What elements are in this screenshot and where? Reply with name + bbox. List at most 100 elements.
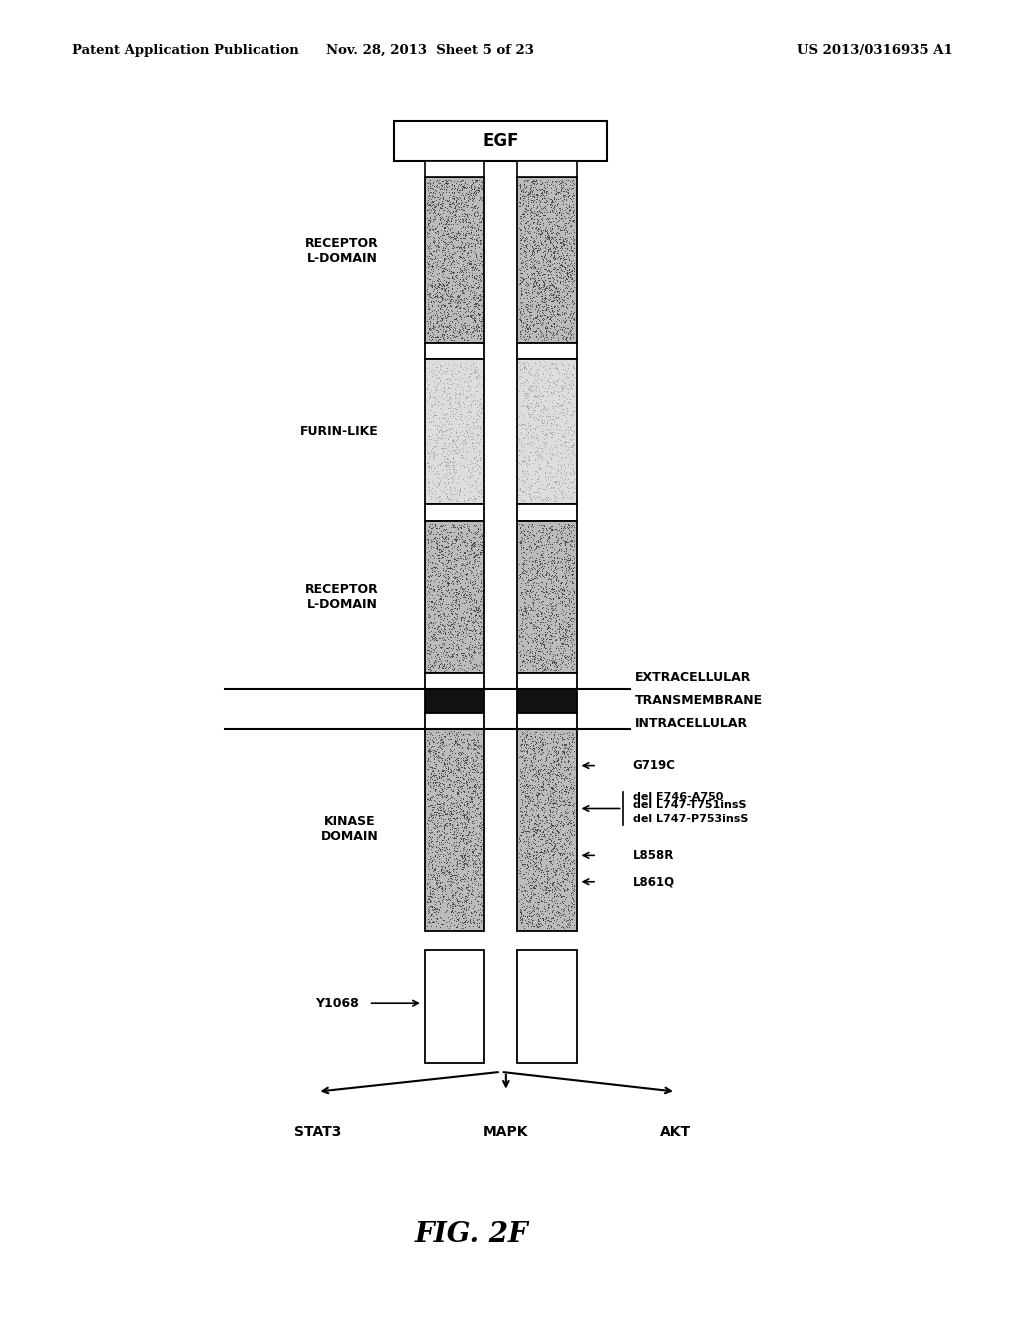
Point [553, 281, 569, 302]
Point [537, 825, 553, 846]
Point [556, 308, 572, 329]
Point [419, 389, 435, 411]
Point [420, 298, 436, 319]
Point [544, 647, 560, 668]
Bar [425, 689, 484, 713]
Point [561, 523, 578, 544]
Point [565, 355, 582, 376]
Point [440, 411, 457, 432]
Point [456, 297, 472, 318]
Point [566, 853, 583, 874]
Point [525, 209, 542, 230]
Point [454, 433, 470, 454]
Point [529, 272, 546, 293]
Point [549, 314, 565, 335]
Point [450, 569, 466, 590]
Point [526, 251, 543, 272]
Point [548, 581, 564, 602]
Point [532, 277, 549, 298]
Point [549, 240, 565, 261]
Point [457, 322, 473, 343]
Point [546, 256, 562, 277]
Point [432, 628, 449, 649]
Point [432, 292, 449, 313]
Point [456, 288, 472, 309]
Point [423, 638, 439, 659]
Point [432, 370, 449, 391]
Point [421, 733, 437, 754]
Point [545, 762, 561, 783]
Point [553, 527, 569, 548]
Point [525, 273, 542, 294]
Point [460, 855, 476, 876]
Point [545, 645, 561, 667]
Point [422, 185, 438, 206]
Point [535, 246, 551, 267]
Point [511, 183, 527, 205]
Point [530, 294, 547, 315]
Point [561, 248, 578, 269]
Point [440, 408, 457, 429]
Point [512, 585, 528, 606]
Point [557, 420, 573, 441]
Point [529, 820, 546, 841]
Point [464, 655, 480, 676]
Point [519, 395, 536, 416]
Point [550, 181, 566, 202]
Point [464, 436, 480, 457]
Point [443, 451, 460, 473]
Point [536, 197, 552, 218]
Point [421, 738, 437, 759]
Point [458, 751, 474, 772]
Point [472, 788, 488, 809]
Point [435, 380, 452, 401]
Point [563, 404, 580, 425]
Point [446, 532, 463, 553]
Point [469, 228, 485, 249]
Point [435, 294, 452, 315]
Point [536, 821, 552, 842]
Point [524, 915, 541, 936]
Point [466, 216, 482, 238]
Point [512, 177, 528, 198]
Point [446, 292, 463, 313]
Point [455, 830, 471, 851]
Point [423, 886, 439, 907]
Point [438, 822, 455, 843]
Point [458, 817, 474, 838]
Point [554, 734, 570, 755]
Point [470, 865, 486, 886]
Point [525, 870, 542, 891]
Point [465, 536, 481, 557]
Point [458, 622, 474, 643]
Point [529, 894, 546, 915]
Point [540, 187, 556, 209]
Point [535, 631, 551, 652]
Point [460, 183, 476, 205]
Point [472, 576, 488, 597]
Point [450, 890, 466, 911]
Point [520, 317, 537, 338]
Point [527, 642, 544, 663]
Point [428, 537, 444, 558]
Point [522, 755, 539, 776]
Point [529, 469, 546, 490]
Point [519, 858, 536, 879]
Point [444, 407, 461, 428]
Point [439, 870, 456, 891]
Point [435, 737, 452, 758]
Point [430, 615, 446, 636]
Point [456, 845, 472, 866]
Point [423, 441, 439, 462]
Point [514, 235, 530, 256]
Point [441, 770, 458, 791]
Point [445, 795, 462, 816]
Point [544, 793, 560, 814]
Point [456, 513, 472, 535]
Point [556, 562, 572, 583]
Point [528, 375, 545, 396]
Point [452, 391, 468, 412]
Point [432, 609, 449, 630]
Point [537, 807, 553, 828]
Point [454, 825, 470, 846]
